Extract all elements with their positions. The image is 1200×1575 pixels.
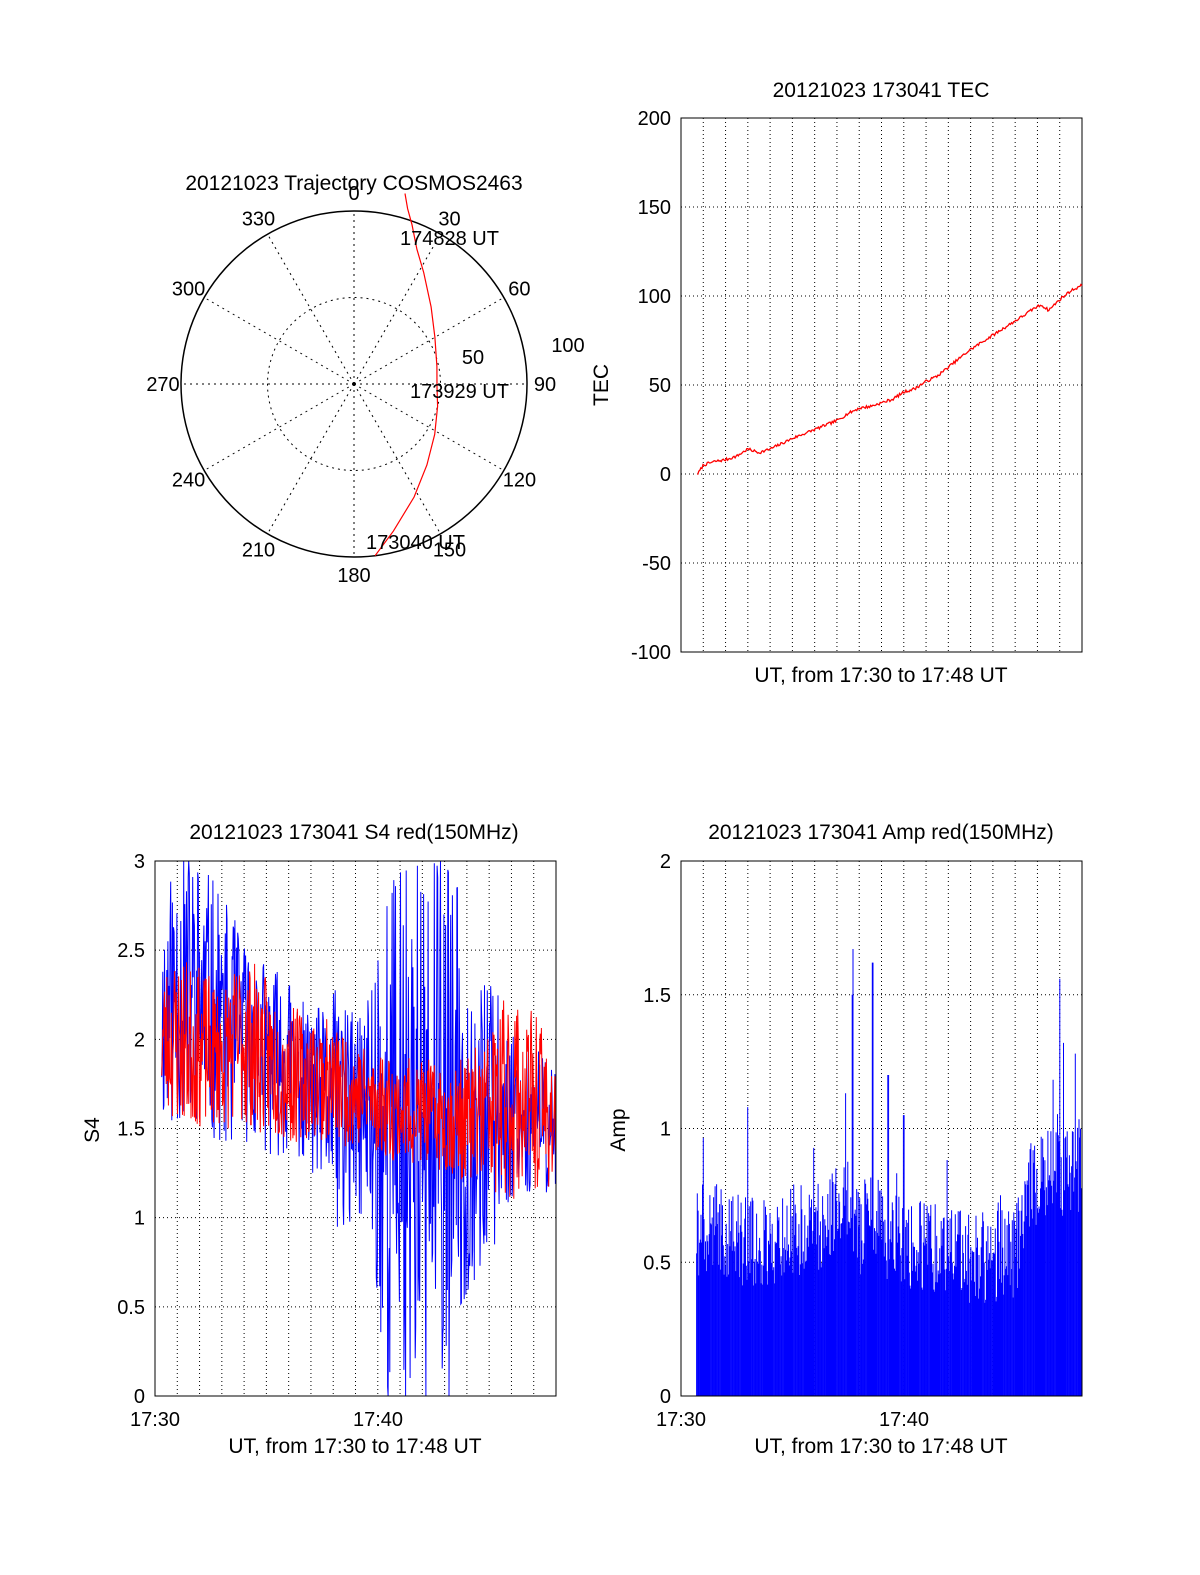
polar-spoke: [353, 383, 505, 471]
amp-chart: 20121023 173041 Amp red(150MHz) 2 1.5 1 0.5…: [607, 821, 1083, 1458]
polar-grid: [180, 210, 528, 558]
polar-azimuth-label: 300: [172, 279, 205, 301]
s4-plot-frame: [154, 860, 557, 1397]
amp-y-tick-label: 0.5: [643, 1252, 671, 1274]
trajectory-label-end: 174828 UT: [400, 228, 499, 250]
trajectory-label-start: 173040 UT: [366, 532, 465, 554]
polar-azimuth-labels: 0 30 60 90 120 150 180 210 240 270 300 330: [146, 183, 556, 587]
trajectory-label-mid: 173929 UT: [410, 381, 509, 403]
tec-series-line: [697, 283, 1083, 475]
tec-y-tick-label: -100: [631, 642, 671, 664]
polar-azimuth-label: 30: [438, 209, 460, 231]
amp-y-axis-label: Amp: [607, 1108, 630, 1151]
polar-spoke: [267, 383, 355, 535]
polar-azimuth-label: 210: [242, 539, 275, 561]
amp-y-tick-labels: 2 1.5 1 0.5 0: [643, 851, 671, 1408]
s4-series-red: [161, 962, 557, 1199]
polar-azimuth-label: 90: [534, 374, 556, 396]
tec-y-tick-label: 200: [638, 108, 671, 130]
trajectory-title: 20121023 Trajectory COSMOS2463: [185, 172, 522, 195]
polar-spoke: [203, 383, 355, 471]
amp-title: 20121023 173041 Amp red(150MHz): [708, 821, 1054, 844]
amp-x-tick-1730: 17:30: [656, 1409, 706, 1431]
s4-y-tick-labels: 3 2.5 2 1.5 1 0.5 0: [117, 851, 145, 1408]
s4-y-tick-label: 1: [134, 1208, 145, 1230]
amp-plot-frame: [680, 860, 1083, 1397]
polar-azimuth-label: 120: [503, 470, 536, 492]
s4-y-axis-label: S4: [81, 1117, 104, 1143]
trajectory-line: [374, 193, 439, 557]
s4-x-tick-1740: 17:40: [353, 1409, 403, 1431]
tec-y-tick-labels: 200 150 100 50 0 -50 -100: [631, 108, 671, 664]
s4-x-tick-1730: 17:30: [130, 1409, 180, 1431]
tec-plot-frame: [680, 117, 1083, 653]
tec-x-axis-label: UT, from 17:30 to 17:48 UT: [754, 664, 1007, 687]
polar-azimuth-label: 330: [242, 209, 275, 231]
tec-y-tick-label: 100: [638, 286, 671, 308]
tec-y-tick-label: -50: [642, 553, 671, 575]
amp-y-tick-label: 1: [660, 1119, 671, 1141]
polar-inner-circle: [267, 297, 441, 471]
polar-outer-circle: [180, 210, 528, 558]
polar-radial-label-50: 50: [462, 347, 484, 369]
polar-spoke: [267, 233, 355, 385]
amp-x-tick-1740: 17:40: [879, 1409, 929, 1431]
polar-azimuth-label: 150: [433, 539, 466, 561]
polar-azimuth-label: 60: [508, 279, 530, 301]
polar-spoke: [353, 297, 505, 385]
polar-azimuth-label: 180: [337, 565, 370, 587]
polar-azimuth-label: 270: [146, 374, 179, 396]
amp-y-tick-label: 0: [660, 1386, 671, 1408]
amp-y-tick-label: 2: [660, 851, 671, 873]
s4-y-tick-label: 3: [134, 851, 145, 873]
amp-series-bars: [696, 949, 1083, 1396]
tec-y-tick-label: 150: [638, 197, 671, 219]
polar-spoke: [353, 383, 441, 535]
s4-title: 20121023 173041 S4 red(150MHz): [189, 821, 518, 844]
tec-grid: [681, 118, 1082, 652]
polar-spoke: [353, 233, 441, 385]
polar-azimuth-label: 240: [172, 470, 205, 492]
s4-y-tick-label: 0: [134, 1386, 145, 1408]
polar-radial-label-100: 100: [551, 335, 584, 357]
tec-title: 20121023 173041 TEC: [773, 79, 990, 102]
s4-y-tick-label: 0.5: [117, 1297, 145, 1319]
s4-y-tick-label: 2.5: [117, 940, 145, 962]
s4-chart: 20121023 173041 S4 red(150MHz) 3 2.5 2 1.5 1…: [81, 821, 557, 1458]
s4-red-line: [161, 962, 557, 1199]
s4-x-axis-label: UT, from 17:30 to 17:48 UT: [228, 1435, 481, 1458]
amp-y-tick-label: 1.5: [643, 985, 671, 1007]
tec-chart: 20121023 173041 TEC 200150100500-50-100 …: [590, 79, 1083, 687]
s4-y-tick-label: 1.5: [117, 1119, 145, 1141]
tec-y-tick-label: 0: [660, 464, 671, 486]
s4-y-tick-label: 2: [134, 1029, 145, 1051]
amp-x-axis-label: UT, from 17:30 to 17:48 UT: [754, 1435, 1007, 1458]
tec-y-axis-label: TEC: [590, 364, 613, 406]
polar-spoke: [203, 297, 355, 385]
trajectory-chart: 20121023 Trajectory COSMOS2463 0 30 60 90 12…: [146, 172, 584, 587]
polar-azimuth-label: 0: [348, 183, 359, 205]
tec-y-tick-label: 50: [649, 375, 671, 397]
